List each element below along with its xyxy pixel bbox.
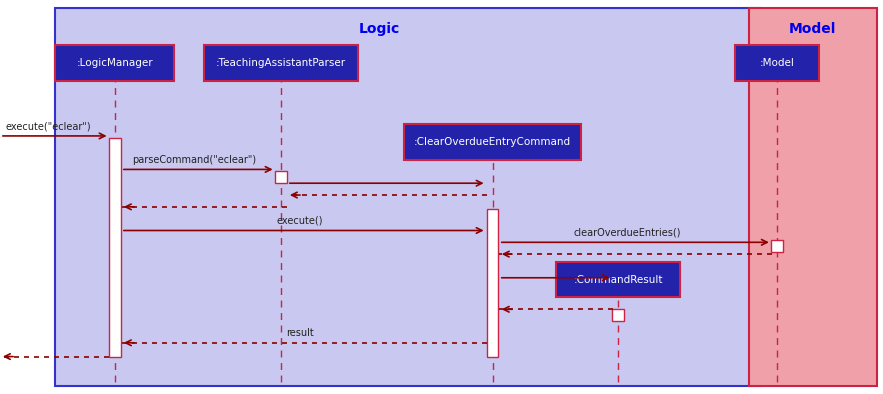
Bar <box>55 8 761 386</box>
Text: :Model: :Model <box>759 58 795 68</box>
Bar <box>749 8 877 386</box>
Bar <box>404 124 581 160</box>
Bar <box>556 262 680 297</box>
Bar <box>275 171 286 183</box>
Bar <box>204 45 358 81</box>
Bar <box>55 45 175 81</box>
Bar <box>735 45 819 81</box>
Text: result: result <box>286 328 314 338</box>
Text: parseCommand("eclear"): parseCommand("eclear") <box>132 155 256 165</box>
Text: Logic: Logic <box>359 22 400 36</box>
Text: execute(): execute() <box>277 216 323 226</box>
Text: :CommandResult: :CommandResult <box>573 275 663 285</box>
Text: :TeachingAssistantParser: :TeachingAssistantParser <box>215 58 346 68</box>
Bar <box>613 309 624 321</box>
Text: clearOverdueEntries(): clearOverdueEntries() <box>573 228 681 238</box>
Text: :ClearOverdueEntryCommand: :ClearOverdueEntryCommand <box>414 137 571 147</box>
Text: Model: Model <box>789 22 836 36</box>
Bar <box>772 240 783 252</box>
Text: :LogicManager: :LogicManager <box>77 58 153 68</box>
Text: execute("eclear"): execute("eclear") <box>6 121 91 131</box>
Bar <box>487 209 499 357</box>
Bar <box>109 138 120 357</box>
